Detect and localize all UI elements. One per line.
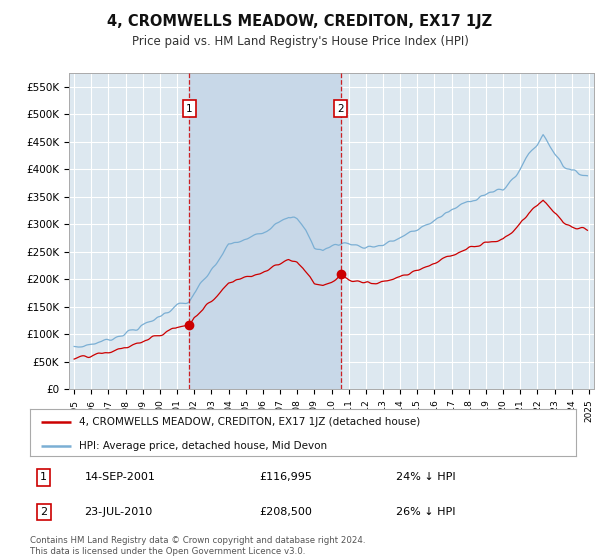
Text: HPI: Average price, detached house, Mid Devon: HPI: Average price, detached house, Mid … (79, 441, 327, 451)
Text: 14-SEP-2001: 14-SEP-2001 (85, 473, 155, 482)
Text: 2: 2 (40, 507, 47, 517)
Text: £116,995: £116,995 (259, 473, 312, 482)
Text: 26% ↓ HPI: 26% ↓ HPI (396, 507, 455, 517)
Text: Contains HM Land Registry data © Crown copyright and database right 2024.
This d: Contains HM Land Registry data © Crown c… (30, 536, 365, 556)
Text: 4, CROMWELLS MEADOW, CREDITON, EX17 1JZ: 4, CROMWELLS MEADOW, CREDITON, EX17 1JZ (107, 14, 493, 29)
Bar (189, 73, 341, 389)
Text: 23-JUL-2010: 23-JUL-2010 (85, 507, 153, 517)
Text: 4, CROMWELLS MEADOW, CREDITON, EX17 1JZ (detached house): 4, CROMWELLS MEADOW, CREDITON, EX17 1JZ … (79, 417, 421, 427)
Text: £208,500: £208,500 (259, 507, 312, 517)
Text: 1: 1 (40, 473, 47, 482)
Text: 24% ↓ HPI: 24% ↓ HPI (396, 473, 455, 482)
Text: Price paid vs. HM Land Registry's House Price Index (HPI): Price paid vs. HM Land Registry's House … (131, 35, 469, 48)
Text: 2: 2 (338, 104, 344, 114)
Text: 1: 1 (186, 104, 193, 114)
